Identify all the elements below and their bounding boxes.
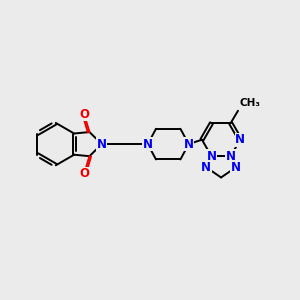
Text: N: N (184, 138, 194, 151)
Text: N: N (235, 133, 245, 146)
Text: CH₃: CH₃ (239, 98, 260, 108)
Text: N: N (206, 150, 217, 163)
Text: N: N (226, 150, 236, 163)
Text: N: N (143, 138, 153, 151)
Text: N: N (201, 161, 211, 174)
Text: O: O (79, 167, 89, 180)
Text: N: N (231, 161, 241, 174)
Text: O: O (79, 108, 89, 121)
Text: N: N (97, 138, 107, 151)
